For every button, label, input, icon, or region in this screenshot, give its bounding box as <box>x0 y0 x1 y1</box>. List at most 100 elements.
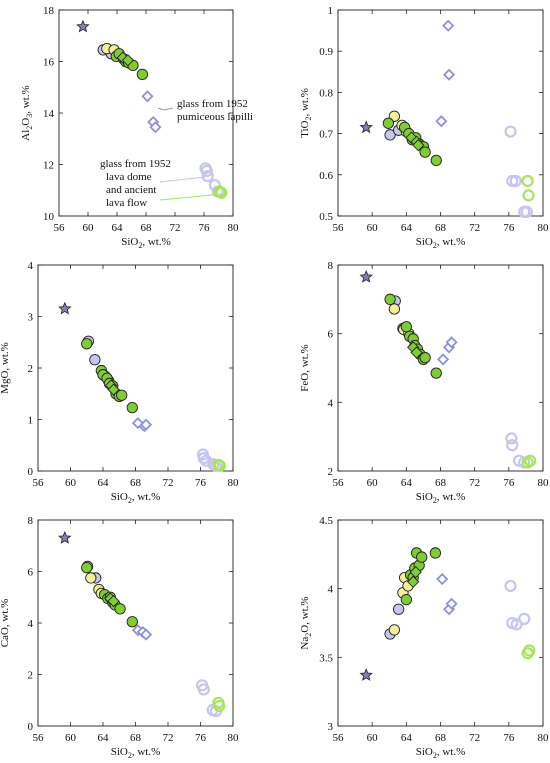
data-point-circle-yellow <box>388 303 401 315</box>
x-tick-label: 64 <box>98 477 110 489</box>
data-point-circle-green <box>81 561 93 574</box>
annotations: glass from 1952 pumiceous lapilli glass … <box>100 98 253 209</box>
dome-label-line2: lava dome <box>106 171 152 183</box>
y-tick-label: 1 <box>328 5 334 17</box>
data-point-diamond-glass <box>445 336 458 349</box>
x-tick-label: 56 <box>33 732 45 744</box>
x-tick-label: 76 <box>503 732 515 744</box>
y-tick-label: 3 <box>28 312 34 324</box>
y-tick-label: 2 <box>28 670 34 682</box>
chart-panel-3: 56 60 64 68 72 76 80 0 1 2 3 4 SiO2, wt.% MgO, wt.% <box>0 260 239 505</box>
data-point-circle-green <box>400 321 412 333</box>
y-tick-label: 0 <box>28 721 34 733</box>
data-point-diamond-glass <box>139 418 153 431</box>
chart-panel-6: 56 60 64 68 72 76 80 3 3.5 4 4.5 SiO2, wt.% Na2O, wt… <box>299 515 549 760</box>
y-axis-label: Al2O3, wt.% <box>20 85 34 140</box>
data-point-circle-ancient <box>521 174 534 188</box>
data-point-diamond-green <box>107 383 120 396</box>
y-tick-label: 6 <box>28 567 34 579</box>
x-tick-label: 60 <box>367 732 379 744</box>
y-tick-label: 4 <box>28 618 34 630</box>
dome-label-line1: glass from 1952 <box>100 158 171 170</box>
y-tick-label: 2 <box>28 363 34 375</box>
y-tick-label: 0.9 <box>319 46 333 58</box>
data-point-diamond-green <box>407 575 420 588</box>
data-point-circle-glass <box>506 439 519 452</box>
y-tick-label: 0.5 <box>319 211 333 223</box>
y-tick-label: 6 <box>328 329 334 341</box>
y-tick-label: 4.5 <box>319 515 333 527</box>
x-tick-label: 72 <box>163 477 174 489</box>
x-tick-label: 76 <box>195 477 207 489</box>
data-point-diamond-glass <box>141 90 154 103</box>
data-point-star <box>58 530 72 544</box>
data-point-circle-lilac <box>392 603 405 615</box>
x-tick-label: 64 <box>112 222 124 234</box>
data-point-circle-glass <box>200 164 213 178</box>
x-tick-label: 68 <box>435 477 447 489</box>
data-point-star <box>359 120 373 134</box>
x-tick-label: 56 <box>54 222 66 234</box>
x-tick-label: 56 <box>333 222 345 234</box>
data-point-diamond-glass <box>131 417 145 430</box>
data-point-diamond-green <box>107 594 120 608</box>
y-tick-label: 1 <box>28 415 34 427</box>
data-point-star <box>359 668 373 681</box>
x-tick-label: 76 <box>199 222 211 234</box>
x-axis-label: SiO2, wt.% <box>416 491 466 505</box>
x-tick-label: 60 <box>83 222 95 234</box>
x-axis-label: SiO2, wt.% <box>121 236 171 250</box>
y-tick-label: 0.6 <box>319 170 333 182</box>
data-point-circle-ancient <box>524 454 537 467</box>
x-axis-label: SiO2, wt.% <box>111 746 161 760</box>
x-tick-label: 60 <box>65 732 77 744</box>
data-point-star <box>76 19 90 33</box>
chart-panel-1: 56 60 64 68 72 76 80 10 12 14 16 18 SiO2, wt.% Al2O3,… <box>20 5 239 250</box>
dome-label-line3: and ancient <box>106 184 156 196</box>
x-tick-label: 80 <box>228 477 240 489</box>
data-point-circle-green <box>114 603 126 615</box>
y-axis-label: FeO, wt.% <box>299 344 311 391</box>
data-point-diamond-glass <box>445 597 458 610</box>
data-point-star <box>359 269 373 283</box>
data-point-circle-green <box>81 338 93 350</box>
y-tick-label: 3.5 <box>319 652 333 664</box>
y-tick-label: 2 <box>328 466 334 478</box>
y-tick-label: 4 <box>28 260 34 272</box>
data-point-star <box>58 301 72 315</box>
pumiceous-label-line2: pumiceous lapilli <box>177 111 253 123</box>
data-point-circle-green <box>430 154 442 167</box>
data-point-circle-lilac <box>89 354 101 366</box>
data-point-circle-green <box>416 551 428 563</box>
data-point-circle-yellow <box>388 624 401 636</box>
x-tick-label: 60 <box>367 477 379 489</box>
data-point-circle-green <box>419 352 431 364</box>
x-tick-label: 64 <box>401 477 413 489</box>
data-point-circle-yellow <box>85 572 97 584</box>
data-point-circle-ancient <box>213 459 227 472</box>
x-tick-label: 80 <box>538 732 550 744</box>
y-tick-label: 8 <box>328 260 334 272</box>
y-tick-label: 16 <box>43 57 55 69</box>
data-point-diamond-glass <box>435 115 448 128</box>
x-tick-label: 72 <box>469 222 480 234</box>
data-point-circle-glass <box>197 452 210 465</box>
data-point-circle-ancient <box>215 186 228 199</box>
data-point-diamond-glass <box>139 628 153 641</box>
data-point-circle-green <box>419 146 431 158</box>
data-point-circle-glass <box>201 169 214 183</box>
data-point-circle-glass <box>509 174 522 188</box>
data-point-circle-green <box>136 68 149 81</box>
data-point-circle-green <box>126 402 138 414</box>
data-point-diamond-green <box>412 138 425 152</box>
data-point-circle-green <box>382 117 395 129</box>
x-tick-label: 72 <box>170 222 181 234</box>
y-tick-label: 3 <box>328 721 334 733</box>
y-tick-label: 10 <box>43 211 55 223</box>
x-tick-label: 56 <box>333 477 345 489</box>
data-point-circle-ancient <box>522 189 535 202</box>
data-point-circle-glass <box>518 612 531 625</box>
data-point-circle-glass <box>197 683 210 696</box>
data-point-circle-ancient <box>213 699 226 713</box>
